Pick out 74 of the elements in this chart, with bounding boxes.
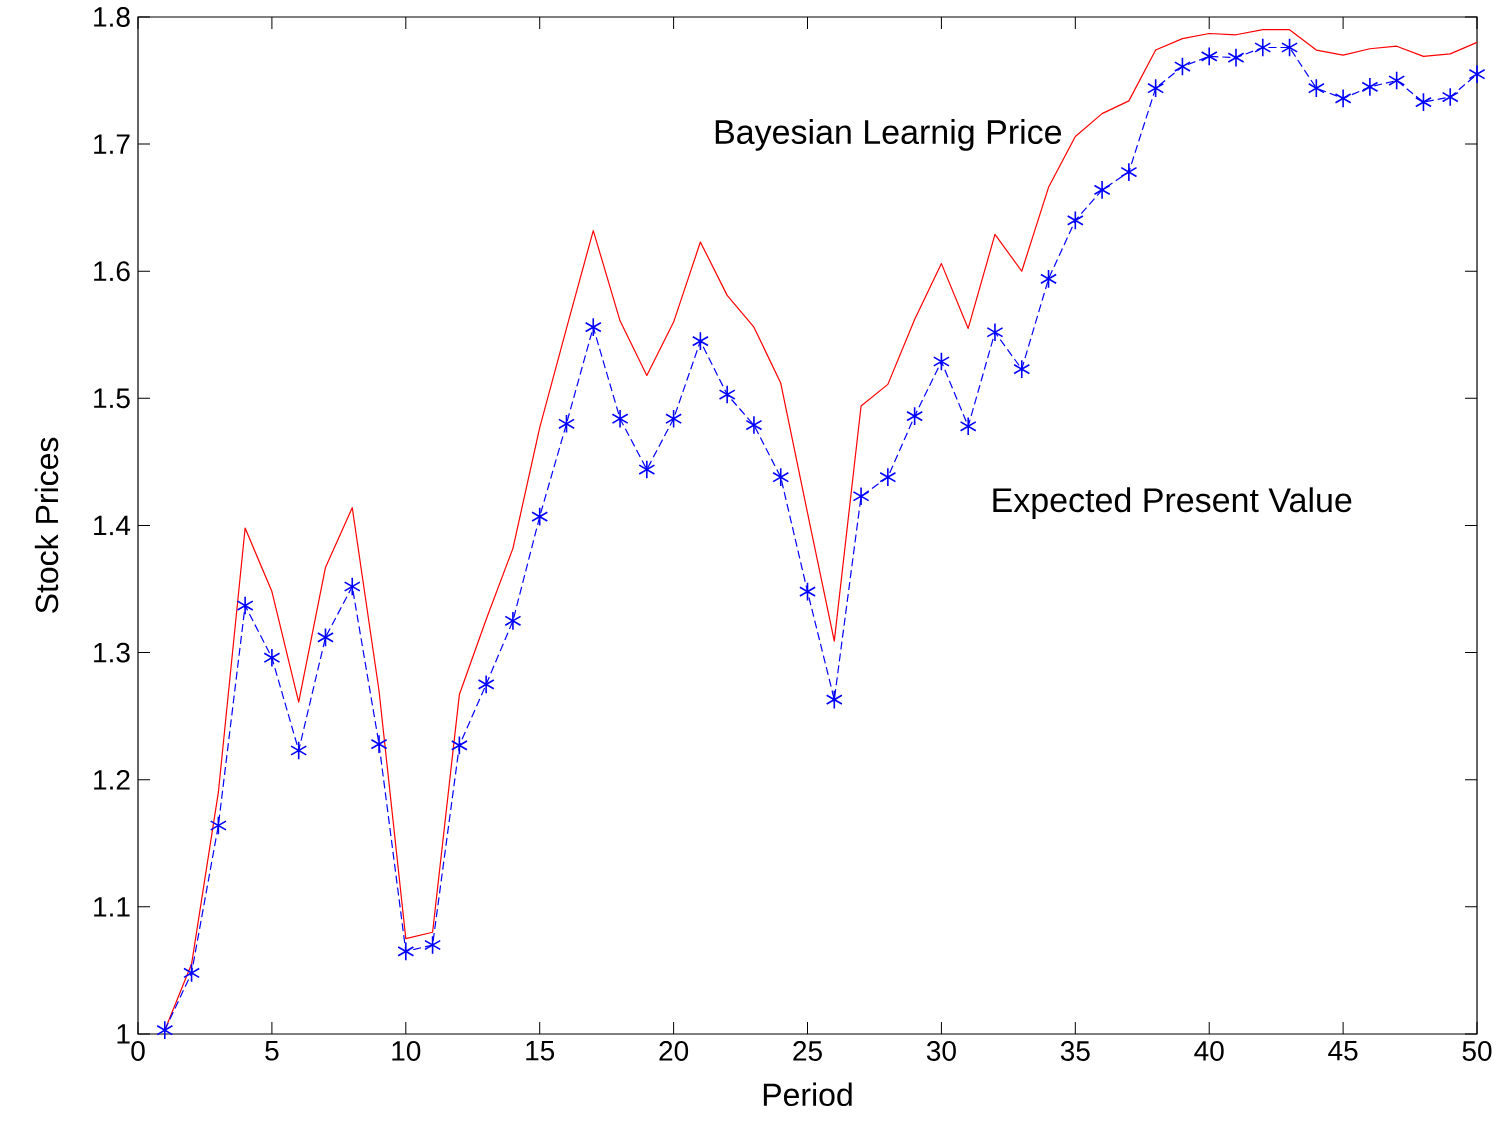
point	[584, 317, 602, 337]
point	[1093, 180, 1111, 200]
point	[879, 467, 897, 487]
y-tick-label: 1	[117, 1024, 130, 1044]
y-tick-label: 1.5	[94, 388, 130, 409]
point	[343, 576, 361, 597]
y-tick-label: 1.6	[94, 261, 130, 282]
point	[1307, 78, 1325, 98]
annotation: Bayesian Learnig Price	[715, 119, 1062, 151]
point	[317, 627, 334, 647]
point	[450, 735, 468, 756]
y-tick-label: 1.1	[94, 897, 130, 917]
point	[986, 322, 1004, 342]
point	[263, 648, 281, 668]
point	[1441, 87, 1459, 107]
point	[1334, 88, 1352, 108]
y-axis-title: Stock Prices	[34, 437, 59, 613]
point	[1281, 37, 1298, 58]
point	[424, 935, 442, 955]
point	[1361, 77, 1379, 97]
point	[1174, 56, 1191, 77]
point	[906, 406, 924, 426]
y-tick-label: 1.4	[94, 515, 131, 536]
point	[1120, 162, 1138, 182]
y-tick-label: 1.8	[94, 7, 130, 27]
annotation: Expected Present Value	[993, 487, 1352, 519]
y-tick-label: 1.7	[94, 134, 130, 154]
point	[397, 941, 415, 961]
point	[1254, 37, 1272, 58]
point	[691, 331, 709, 351]
point	[370, 734, 388, 754]
point	[236, 595, 254, 616]
point	[959, 416, 977, 436]
point	[1013, 359, 1031, 379]
point	[504, 611, 522, 631]
point	[638, 459, 656, 480]
point	[1388, 70, 1406, 91]
x-tick-label: 5	[265, 1041, 279, 1061]
point	[558, 414, 575, 434]
point	[156, 1020, 174, 1040]
x-tick-label: 25	[793, 1041, 822, 1061]
x-tick-label: 30	[926, 1041, 956, 1061]
x-tick-label: 10	[392, 1041, 421, 1061]
x-tick-label: 40	[1194, 1041, 1224, 1061]
y-tick-label: 1.2	[94, 769, 130, 790]
point	[852, 486, 870, 506]
point	[665, 409, 683, 429]
point	[1066, 210, 1084, 230]
point	[825, 690, 843, 710]
x-tick-label: 15	[526, 1041, 555, 1061]
point	[209, 815, 227, 836]
x-tick-label: 45	[1328, 1041, 1358, 1061]
point	[477, 674, 495, 694]
point	[1200, 46, 1218, 66]
point	[932, 351, 950, 372]
y-tick-label: 1.3	[94, 642, 130, 663]
point	[1227, 48, 1245, 68]
point	[531, 506, 549, 527]
point	[718, 384, 736, 405]
x-tick-label: 50	[1462, 1041, 1492, 1061]
point	[1040, 269, 1057, 289]
point	[611, 409, 629, 429]
x-tick-label: 20	[659, 1041, 689, 1061]
point	[1147, 78, 1165, 98]
x-tick-label: 0	[131, 1041, 145, 1061]
point	[1415, 92, 1432, 112]
x-tick-label: 35	[1060, 1041, 1090, 1061]
point	[799, 581, 816, 602]
point	[772, 467, 790, 487]
point	[183, 963, 200, 983]
point	[745, 415, 763, 435]
x-axis-title: Period	[763, 1082, 852, 1107]
point	[1468, 64, 1486, 84]
point	[290, 740, 308, 761]
